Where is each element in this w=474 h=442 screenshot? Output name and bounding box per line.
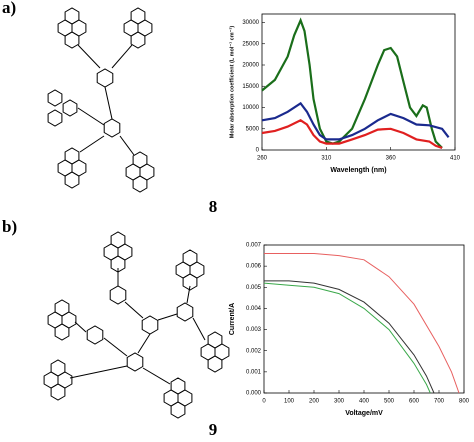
ring [86,325,104,345]
ring [170,401,186,419]
y-tick-label: 0.000 [246,391,262,397]
bond [119,135,135,156]
x-tick-label: 360 [386,156,397,162]
x-tick-label: 0 [262,399,266,405]
x-tick-label: 100 [284,399,295,405]
ring [130,7,146,25]
plot-frame [261,13,456,151]
x-axis-label: Voltage/mV [345,410,383,417]
x-tick-label: 600 [409,399,420,405]
ring [96,68,114,88]
ring [64,171,80,189]
y-tick-label: 0.005 [246,285,262,291]
compound-label: 9 [209,420,218,439]
x-tick-label: 410 [450,156,461,162]
ring [170,377,186,395]
ring [207,331,223,349]
y-axis-label: Current/A [229,303,236,335]
ring [130,31,146,49]
bond [111,44,133,69]
bond [192,317,206,341]
bond [124,301,144,319]
y-axis-label: Molar absorption coefficient (L mol⁻¹ cm… [228,26,235,139]
panel-label: a) [2,0,16,17]
x-tick-label: 700 [434,399,445,405]
ring [64,7,80,25]
bond [157,313,178,321]
x-tick-label: 800 [459,399,470,405]
bond [77,107,105,126]
y-tick-label: 0.001 [246,369,262,375]
x-tick-label: 500 [384,399,395,405]
ring [50,359,66,377]
bond [186,285,191,304]
data-line [264,280,435,394]
x-axis-label: Wavelength (nm) [330,167,386,174]
ring [132,175,148,193]
ring [50,383,66,401]
y-tick-label: 20000 [242,63,259,69]
ring [141,315,159,335]
x-tick-label: 310 [321,156,332,162]
ring [64,31,80,49]
ring [64,147,80,165]
compound-label: 8 [209,197,218,216]
ring [182,249,198,267]
data-line [261,101,450,141]
y-tick-label: 0.002 [246,348,262,354]
plot-frame [263,244,465,394]
y-tick-label: 0.003 [246,327,262,333]
ring [47,89,63,107]
y-tick-label: 5000 [246,126,260,132]
panel-label: b) [2,217,17,236]
ring [126,352,144,372]
bond [104,86,113,120]
ring [207,355,223,373]
ring [54,299,70,317]
y-tick-label: 30000 [242,20,259,26]
y-tick-label: 0.006 [246,264,262,270]
y-tick-label: 0.007 [246,243,262,249]
data-line [263,282,431,394]
ring [109,285,127,305]
ring [132,151,148,169]
x-tick-label: 400 [359,399,370,405]
ring [62,99,78,117]
x-tick-label: 300 [334,399,345,405]
x-tick-label: 260 [257,156,268,162]
bond [137,333,151,354]
ring [103,118,121,138]
data-line [261,119,443,149]
ring [54,323,70,341]
y-tick-label: 15000 [242,84,259,90]
bond [142,367,171,385]
bond [103,337,128,357]
bond [77,44,101,69]
bond [74,321,87,333]
data-line [261,17,443,149]
ring [176,302,194,322]
ring [47,109,63,127]
ring [110,231,126,249]
y-tick-label: 25000 [242,41,259,47]
x-tick-label: 200 [309,399,320,405]
y-tick-label: 10000 [242,105,259,111]
y-tick-label: 0 [256,148,260,154]
bond [79,135,105,153]
ring [182,273,198,291]
molecule-drawings [43,7,230,419]
y-tick-label: 0.004 [246,306,262,312]
bond [69,365,128,379]
data-line [264,253,460,394]
